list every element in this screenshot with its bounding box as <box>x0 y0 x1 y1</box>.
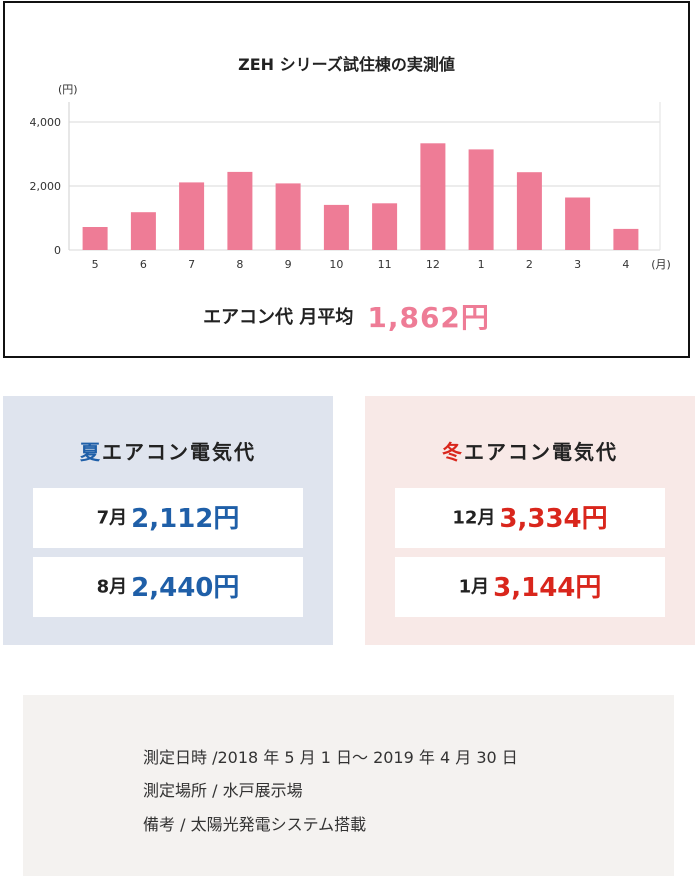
row-value: 2,440円 <box>131 572 240 603</box>
winter-panel: 冬エアコン電気代 12月 3,334円 1月 3,144円 <box>365 396 695 645</box>
x-tick-label: 11 <box>378 258 392 271</box>
bar-2 <box>516 172 542 250</box>
bar-3 <box>565 197 591 250</box>
x-axis-unit: (月) <box>651 258 671 271</box>
note-date: 測定日時 /2018 年 5 月 1 日〜 2019 年 4 月 30 日 <box>143 748 518 767</box>
y-tick-label: 0 <box>54 244 61 257</box>
x-tick-label: 1 <box>478 258 485 271</box>
winter-title-text: エアコン電気代 <box>464 440 618 464</box>
row-month: 1月 <box>458 576 490 598</box>
bar-12 <box>420 143 446 250</box>
summer-panel: 夏エアコン電気代 7月 2,112円 8月 2,440円 <box>3 396 333 645</box>
note-remarks: 備考 / 太陽光発電システム搭載 <box>143 815 367 834</box>
bar-10 <box>323 204 349 250</box>
y-tick-label: 4,000 <box>30 116 62 129</box>
y-axis-unit: (円) <box>58 83 78 96</box>
bar-4 <box>613 228 639 250</box>
chart-title: ZEH シリーズ試住棟の実測値 <box>238 55 455 74</box>
summer-season-char: 夏 <box>80 440 102 464</box>
x-tick-label: 2 <box>526 258 533 271</box>
average-value: 1,862円 <box>367 301 490 334</box>
row-value: 3,334円 <box>499 503 608 534</box>
row-month: 8月 <box>96 576 128 598</box>
average-label: エアコン代 月平均 <box>203 307 354 328</box>
summer-title-text: エアコン電気代 <box>102 440 256 464</box>
row-month: 12月 <box>452 507 496 529</box>
x-tick-label: 12 <box>426 258 440 271</box>
monthly-average: エアコン代 月平均 1,862円 <box>5 296 688 336</box>
summer-row-july: 7月 2,112円 <box>33 488 303 548</box>
x-tick-label: 6 <box>140 258 147 271</box>
y-tick-label: 2,000 <box>30 180 62 193</box>
bar-7 <box>179 182 205 250</box>
row-value: 3,144円 <box>493 572 602 603</box>
measurement-notes: 測定日時 /2018 年 5 月 1 日〜 2019 年 4 月 30 日 測定… <box>23 695 674 876</box>
row-value: 2,112円 <box>131 503 240 534</box>
winter-row-january: 1月 3,144円 <box>395 557 665 617</box>
summer-row-august: 8月 2,440円 <box>33 557 303 617</box>
bar-8 <box>227 171 253 250</box>
x-tick-label: 7 <box>188 258 195 271</box>
summer-title: 夏エアコン電気代 <box>3 436 333 465</box>
bar-9 <box>275 183 301 250</box>
winter-title: 冬エアコン電気代 <box>365 436 695 465</box>
row-month: 7月 <box>96 507 128 529</box>
x-tick-label: 5 <box>92 258 99 271</box>
bar-6 <box>130 212 156 250</box>
x-tick-label: 8 <box>236 258 243 271</box>
note-location: 測定場所 / 水戸展示場 <box>143 781 303 800</box>
chart-container: ZEH シリーズ試住棟の実測値 4,000 2,000 0 (円) 5 6 7 8 9 10 11 1… <box>3 1 690 358</box>
winter-row-december: 12月 3,334円 <box>395 488 665 548</box>
x-tick-label: 3 <box>574 258 581 271</box>
bar-5 <box>82 227 108 250</box>
bar-1 <box>468 149 494 250</box>
winter-season-char: 冬 <box>442 440 464 464</box>
x-tick-label: 4 <box>622 258 629 271</box>
bar-11 <box>372 203 398 250</box>
x-tick-label: 10 <box>329 258 343 271</box>
x-tick-label: 9 <box>285 258 292 271</box>
